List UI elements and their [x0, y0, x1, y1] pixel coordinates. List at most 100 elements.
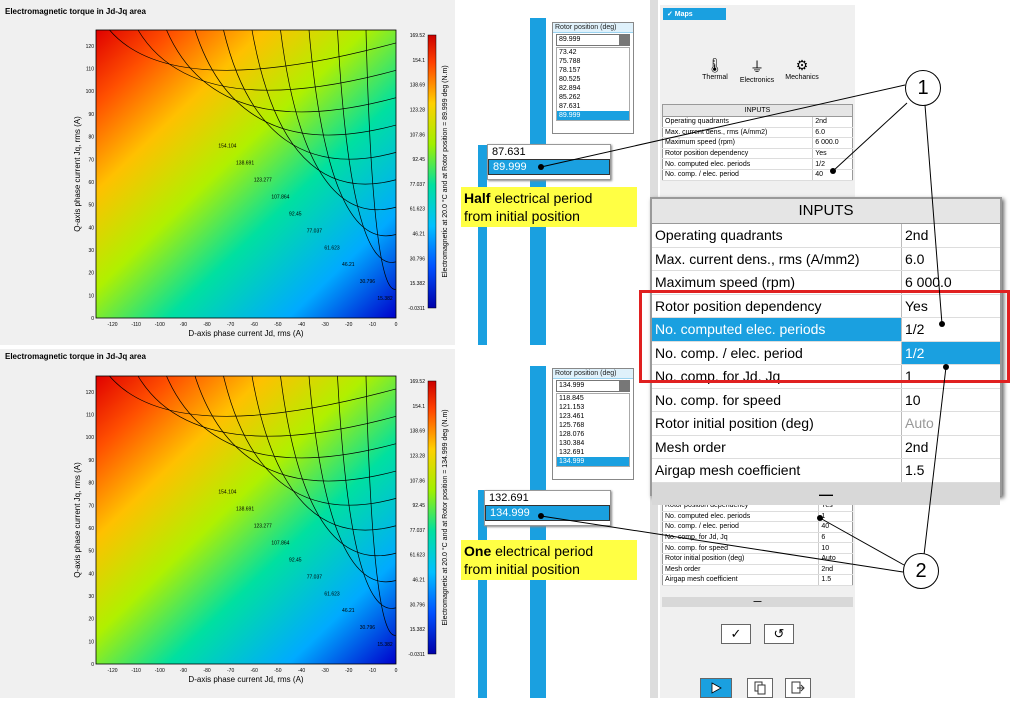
input-value[interactable]: 1/2 — [901, 341, 1000, 365]
input-row[interactable]: Mesh order 2nd — [652, 435, 1000, 459]
x-tick-label: -110 — [131, 668, 141, 674]
input-row[interactable]: Operating quadrants 2nd — [662, 116, 853, 128]
rotor-position-option[interactable]: 118.845 — [559, 395, 584, 402]
rotor-position-option[interactable]: 121.153 — [559, 404, 585, 411]
copy-button[interactable] — [747, 678, 773, 698]
input-value[interactable]: 1.5 — [901, 458, 1000, 483]
contour-label: 92.45 — [289, 557, 302, 563]
input-value[interactable]: 6.0 — [812, 127, 853, 139]
input-value[interactable]: 1.5 — [818, 574, 853, 586]
rotor-position-option[interactable]: 134.999 — [557, 457, 629, 466]
input-row[interactable]: Max. current dens., rms (A/mm2) 6.0 — [662, 127, 853, 139]
zoom-list-bottom[interactable]: 132.691 134.999 — [484, 490, 611, 526]
rotor-position-option[interactable]: 125.768 — [559, 422, 585, 429]
rotor-position-option[interactable]: 130.384 — [559, 440, 585, 447]
input-value[interactable]: 6 — [818, 532, 853, 544]
electronics-category[interactable]: ⏚ Electronics — [736, 57, 778, 84]
chevron-down-icon[interactable] — [619, 35, 629, 45]
input-value[interactable]: 2nd — [901, 435, 1000, 459]
x-tick-label: -70 — [227, 322, 234, 328]
zoom-list-top[interactable]: 87.631 89.999 — [487, 144, 611, 180]
zoom-current-value[interactable]: 89.999 — [488, 159, 610, 175]
undo-button[interactable]: ↺ — [764, 624, 794, 644]
rotor-position-list[interactable]: 118.845 121.153 123.461 125.768 128.076 130.3… — [556, 393, 630, 467]
ok-button[interactable]: ✓ — [721, 624, 751, 644]
input-row[interactable]: Max. current dens., rms (A/mm2) 6.0 — [652, 247, 1000, 271]
input-value[interactable]: 1/2 — [812, 158, 853, 170]
x-tick-label: -20 — [345, 668, 352, 674]
mechanics-category[interactable]: ⚙ Mechanics — [780, 57, 824, 81]
input-row[interactable]: Airgap mesh coefficient 1.5 — [652, 458, 1000, 483]
input-row[interactable]: No. comp. / elec. period 40 — [662, 521, 853, 533]
rotor-position-option[interactable]: 80.525 — [559, 76, 581, 83]
input-row[interactable]: Mesh order 2nd — [662, 564, 853, 576]
x-tick-label: -30 — [322, 668, 329, 674]
input-row[interactable]: No. computed elec. periods 1/2 — [662, 158, 853, 170]
rotor-position-option[interactable]: 82.894 — [559, 85, 581, 92]
rotor-position-option[interactable]: 128.076 — [559, 431, 585, 438]
rotor-position-bar-top — [530, 18, 546, 345]
rotor-position-option[interactable]: 132.691 — [559, 449, 585, 456]
rotor-position-option[interactable]: 89.999 — [557, 111, 629, 120]
input-row[interactable]: Rotor initial position (deg) Auto — [652, 411, 1000, 436]
input-row[interactable]: No. comp. / elec. period 1/2 — [652, 341, 1000, 365]
input-value[interactable]: Yes — [818, 500, 853, 512]
contour-label: 15.382 — [377, 296, 393, 302]
zoom-prev-value[interactable]: 87.631 — [492, 146, 526, 158]
zoom-prev-value[interactable]: 132.691 — [489, 492, 529, 504]
input-value[interactable]: Auto — [818, 553, 853, 565]
rotor-position-option[interactable]: 87.631 — [559, 103, 581, 110]
rotor-position-caption: Rotor position (deg) — [553, 369, 633, 379]
input-row[interactable]: Rotor initial position (deg) Auto — [662, 553, 853, 565]
run-button[interactable] — [700, 678, 732, 698]
input-value[interactable]: 10 — [901, 388, 1000, 412]
input-value[interactable]: 10 — [818, 542, 853, 554]
input-row[interactable]: No. comp. for speed 10 — [652, 388, 1000, 412]
input-value[interactable]: 40 — [818, 521, 853, 533]
input-row[interactable]: Airgap mesh coefficient 1.5 — [662, 574, 853, 586]
input-value[interactable]: Auto — [901, 411, 1000, 436]
rotor-position-dropdown[interactable]: 134.999 — [556, 380, 630, 392]
rotor-position-option[interactable]: 123.461 — [559, 413, 585, 420]
rotor-position-option[interactable]: 85.262 — [559, 94, 581, 101]
input-row[interactable]: Maximum speed (rpm) 6 000.0 — [662, 137, 853, 149]
colorbar-tick-label: 61.623 — [410, 553, 426, 559]
rotor-position-dropdown[interactable]: 89.999 — [556, 34, 630, 46]
input-row[interactable]: Rotor position dependency Yes — [662, 500, 853, 512]
maps-tab[interactable]: ✓ Maps — [663, 8, 726, 20]
heatmap-field — [96, 30, 396, 318]
input-row[interactable]: No. computed elec. periods 1 — [662, 511, 853, 523]
input-label: Maximum speed (rpm) — [662, 137, 813, 149]
input-value[interactable]: 2nd — [818, 564, 853, 576]
collapse-bar[interactable]: — — [662, 597, 853, 607]
colorbar-tick-label: 30.796 — [410, 256, 426, 262]
input-value[interactable]: Yes — [812, 148, 853, 160]
input-value[interactable]: 1 — [818, 511, 853, 523]
zoom-current-value[interactable]: 134.999 — [485, 505, 610, 521]
input-row[interactable]: No. comp. for Jd, Jq 6 — [662, 532, 853, 544]
export-button[interactable] — [785, 678, 811, 698]
rotor-position-selector-top[interactable]: Rotor position (deg) 89.999 73.42 75.788 7… — [552, 22, 634, 134]
rotor-position-selector-bottom[interactable]: Rotor position (deg) 134.999 118.845 121.… — [552, 368, 634, 480]
input-row[interactable]: No. comp. / elec. period 40 — [662, 169, 853, 181]
input-value[interactable]: 40 — [812, 169, 853, 181]
collapse-bar[interactable]: — — [652, 482, 1000, 505]
rotor-position-option[interactable]: 78.157 — [559, 67, 581, 74]
input-label: Operating quadrants — [662, 116, 813, 128]
input-row[interactable]: Operating quadrants 2nd — [652, 224, 1000, 248]
diode-icon: ⏚ — [750, 59, 764, 75]
input-row[interactable]: Rotor position dependency Yes — [662, 148, 853, 160]
input-row[interactable]: Maximum speed (rpm) 6 000.0 — [652, 270, 1000, 295]
chevron-down-icon[interactable] — [619, 381, 629, 391]
input-label: Operating quadrants — [652, 224, 902, 248]
input-value[interactable]: 6.0 — [901, 247, 1000, 271]
thermal-category[interactable]: 🌡 Thermal — [697, 57, 733, 81]
rotor-position-list[interactable]: 73.42 75.788 78.157 80.525 82.894 85.262 87.63… — [556, 47, 630, 121]
rotor-position-option[interactable]: 75.788 — [559, 58, 581, 65]
rotor-position-option[interactable]: 73.42 — [559, 49, 577, 56]
input-value[interactable]: 6 000.0 — [812, 137, 853, 149]
contour-label: 46.21 — [342, 262, 355, 268]
input-value[interactable]: 2nd — [812, 116, 853, 128]
input-value[interactable]: 2nd — [901, 224, 1000, 248]
input-row[interactable]: No. comp. for speed 10 — [662, 542, 853, 554]
